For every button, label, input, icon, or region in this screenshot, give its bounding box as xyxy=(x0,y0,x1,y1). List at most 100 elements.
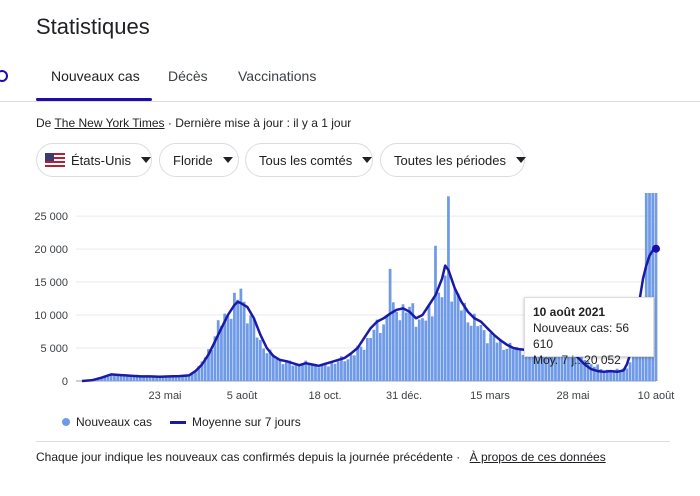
case-bar xyxy=(181,375,184,381)
case-bar xyxy=(391,302,395,381)
case-bar xyxy=(560,335,564,381)
case-bar xyxy=(288,360,291,381)
case-bar xyxy=(456,293,460,381)
case-bar xyxy=(544,339,548,381)
country-filter[interactable]: États-Unis xyxy=(36,143,152,177)
case-bar xyxy=(275,359,278,381)
case-bar xyxy=(327,366,330,381)
source-updated: · Dernière mise à jour : il y a 1 jour xyxy=(167,116,352,130)
edge-circle-icon xyxy=(0,70,8,82)
county-filter[interactable]: Tous les comtés xyxy=(245,143,373,177)
case-bar xyxy=(505,348,509,381)
about-data-link[interactable]: À propos de ces données xyxy=(469,450,606,464)
case-bar xyxy=(524,345,528,381)
case-bar xyxy=(142,376,145,381)
case-bar xyxy=(434,245,437,381)
tooltip-cases: Nouveaux cas: 56 610 xyxy=(533,320,645,352)
cases-chart[interactable]: 25 000 20 000 15 000 10 000 5 000 0 23 mai 5 ao… xyxy=(0,185,700,410)
county-filter-label: Tous les comtés xyxy=(259,152,353,168)
case-bar xyxy=(220,325,223,381)
tabs-divider xyxy=(0,101,700,102)
case-bar xyxy=(362,349,366,381)
x-tick-label: 23 mai xyxy=(148,390,181,402)
case-bar xyxy=(489,333,492,381)
tab-deaths[interactable]: Décès xyxy=(168,68,208,84)
case-bar xyxy=(359,346,363,381)
us-flag-icon xyxy=(45,153,65,167)
case-bar xyxy=(421,318,424,381)
case-bar xyxy=(340,356,343,381)
case-bar xyxy=(207,349,210,381)
case-bar xyxy=(427,305,431,381)
case-bar xyxy=(168,376,171,381)
y-tick-label: 5 000 xyxy=(40,343,68,355)
tooltip-cases-value: 56 610 xyxy=(533,321,630,351)
case-bar xyxy=(635,343,638,381)
case-bar xyxy=(307,364,311,381)
case-bar xyxy=(174,377,178,381)
case-bar xyxy=(443,275,447,381)
case-bar xyxy=(190,373,194,381)
case-bar xyxy=(187,375,191,381)
active-tab-indicator xyxy=(36,98,152,101)
case-bar xyxy=(226,315,230,381)
case-bar xyxy=(580,350,583,381)
tooltip-average-value: 20 052 xyxy=(584,353,621,367)
x-tick-label: 15 mars xyxy=(470,390,510,402)
case-bar xyxy=(622,368,625,381)
case-bar xyxy=(278,359,282,381)
case-bar xyxy=(122,376,126,381)
case-bar xyxy=(385,315,389,381)
case-bar xyxy=(203,357,207,381)
case-bar xyxy=(268,349,272,381)
case-bar xyxy=(502,349,505,381)
case-bar xyxy=(485,343,489,381)
case-bar xyxy=(398,320,402,381)
case-bar xyxy=(129,374,133,381)
case-bar xyxy=(476,326,480,381)
case-bar xyxy=(323,363,327,381)
footer-separator: · xyxy=(456,450,461,464)
case-bar xyxy=(200,361,204,381)
case-bar xyxy=(223,313,227,381)
legend-average[interactable]: Moyenne sur 7 jours xyxy=(170,415,301,429)
case-bar xyxy=(366,337,369,381)
case-bar xyxy=(651,193,655,381)
case-bar xyxy=(119,374,123,381)
case-bar xyxy=(408,306,411,381)
case-bar xyxy=(161,376,165,381)
page-title: Statistiques xyxy=(36,14,150,39)
country-filter-label: États-Unis xyxy=(71,152,131,168)
case-bar xyxy=(291,365,295,381)
y-tick-label: 10 000 xyxy=(34,310,68,322)
case-bar xyxy=(216,320,220,381)
legend-dot-icon xyxy=(62,418,70,426)
case-bar xyxy=(515,347,518,381)
case-bar xyxy=(301,364,304,381)
case-bar xyxy=(210,350,214,381)
period-filter-label: Toutes les périodes xyxy=(394,152,507,168)
tab-new-cases[interactable]: Nouveaux cas xyxy=(51,68,140,84)
case-bar xyxy=(508,342,512,381)
case-bar xyxy=(304,360,308,381)
source-publisher-link[interactable]: The New York Times xyxy=(54,116,165,130)
tooltip-cases-label: Nouveaux cas: xyxy=(533,321,613,335)
legend-line-icon xyxy=(170,420,186,424)
case-bar xyxy=(113,374,116,381)
legend-cases[interactable]: Nouveaux cas xyxy=(62,415,152,429)
case-bar xyxy=(625,368,629,381)
tab-vaccinations[interactable]: Vaccinations xyxy=(238,68,317,84)
case-bar xyxy=(615,368,619,381)
case-bar xyxy=(596,364,599,381)
period-filter[interactable]: Toutes les périodes xyxy=(380,143,527,177)
state-filter-label: Floride xyxy=(173,152,213,168)
case-bar xyxy=(369,338,372,381)
case-bar xyxy=(605,369,609,381)
case-bar xyxy=(492,335,496,381)
case-bar xyxy=(100,377,103,381)
case-bar xyxy=(229,318,233,381)
state-filter[interactable]: Floride xyxy=(159,143,239,177)
case-bar xyxy=(317,367,321,381)
case-bar xyxy=(372,329,376,381)
case-bar xyxy=(547,346,551,381)
